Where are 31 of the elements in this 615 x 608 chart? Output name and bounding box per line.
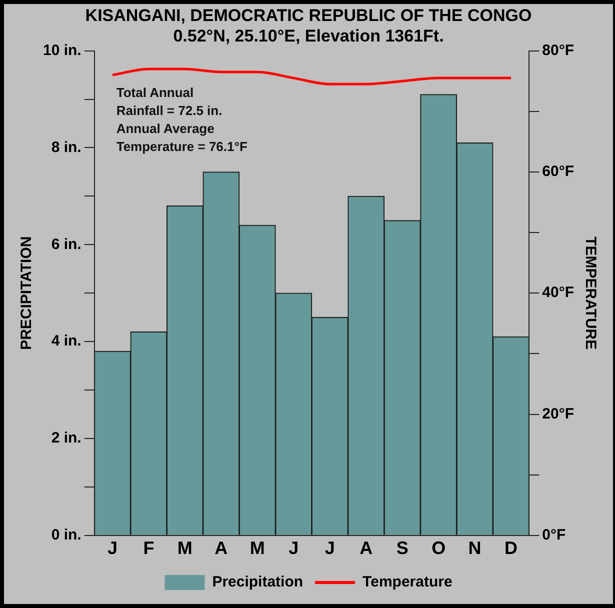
x-tick-label: J bbox=[107, 538, 118, 558]
y-axis-title: PRECIPITATION bbox=[18, 236, 36, 350]
y-tick-label: 0 in. bbox=[51, 526, 82, 544]
x-tick-label: F bbox=[143, 538, 154, 558]
x-tick-label: A bbox=[214, 538, 228, 558]
y2-tick-label: 20°F bbox=[542, 405, 574, 422]
y-tick-label: 6 in. bbox=[51, 236, 82, 253]
y2-tick-label: 0°F bbox=[542, 526, 566, 544]
legend-label: Temperature bbox=[362, 574, 452, 591]
text: KISANGANI, DEMOCRATIC REPUBLIC OF THE CONGO bbox=[85, 6, 532, 25]
x-tick-label: M bbox=[177, 538, 192, 558]
y2-tick-label: 80°F bbox=[542, 42, 574, 59]
y-tick-label: 8 in. bbox=[51, 138, 82, 156]
y2-axis-title: TEMPERATURE bbox=[582, 236, 599, 350]
text: 0.52°N, 25.10°E, Elevation 1361Ft. bbox=[173, 26, 444, 46]
x-tick-label: A bbox=[360, 538, 373, 558]
y-tick-label: 4 in. bbox=[51, 332, 82, 350]
annotation: Total Annual Rainfall = 72.5 in. Annual Average Temperature = 76.1°F bbox=[116, 84, 248, 154]
x-tick-label: O bbox=[432, 538, 446, 558]
y2-tick-label: 60°F bbox=[542, 163, 574, 180]
y-tick-label: 10 in. bbox=[42, 42, 82, 59]
y-tick-label: 2 in. bbox=[51, 430, 82, 447]
x-tick-label: D bbox=[504, 538, 518, 558]
x-tick-label: J bbox=[288, 538, 299, 558]
line-series bbox=[111, 68, 512, 86]
x-tick-label: S bbox=[396, 538, 408, 558]
x-tick-label: J bbox=[324, 538, 335, 558]
y2-tick-label: 40°F bbox=[542, 284, 574, 302]
legend-label: Precipitation bbox=[212, 574, 304, 591]
x-tick-label: M bbox=[250, 538, 265, 558]
x-tick-label: N bbox=[468, 538, 482, 558]
